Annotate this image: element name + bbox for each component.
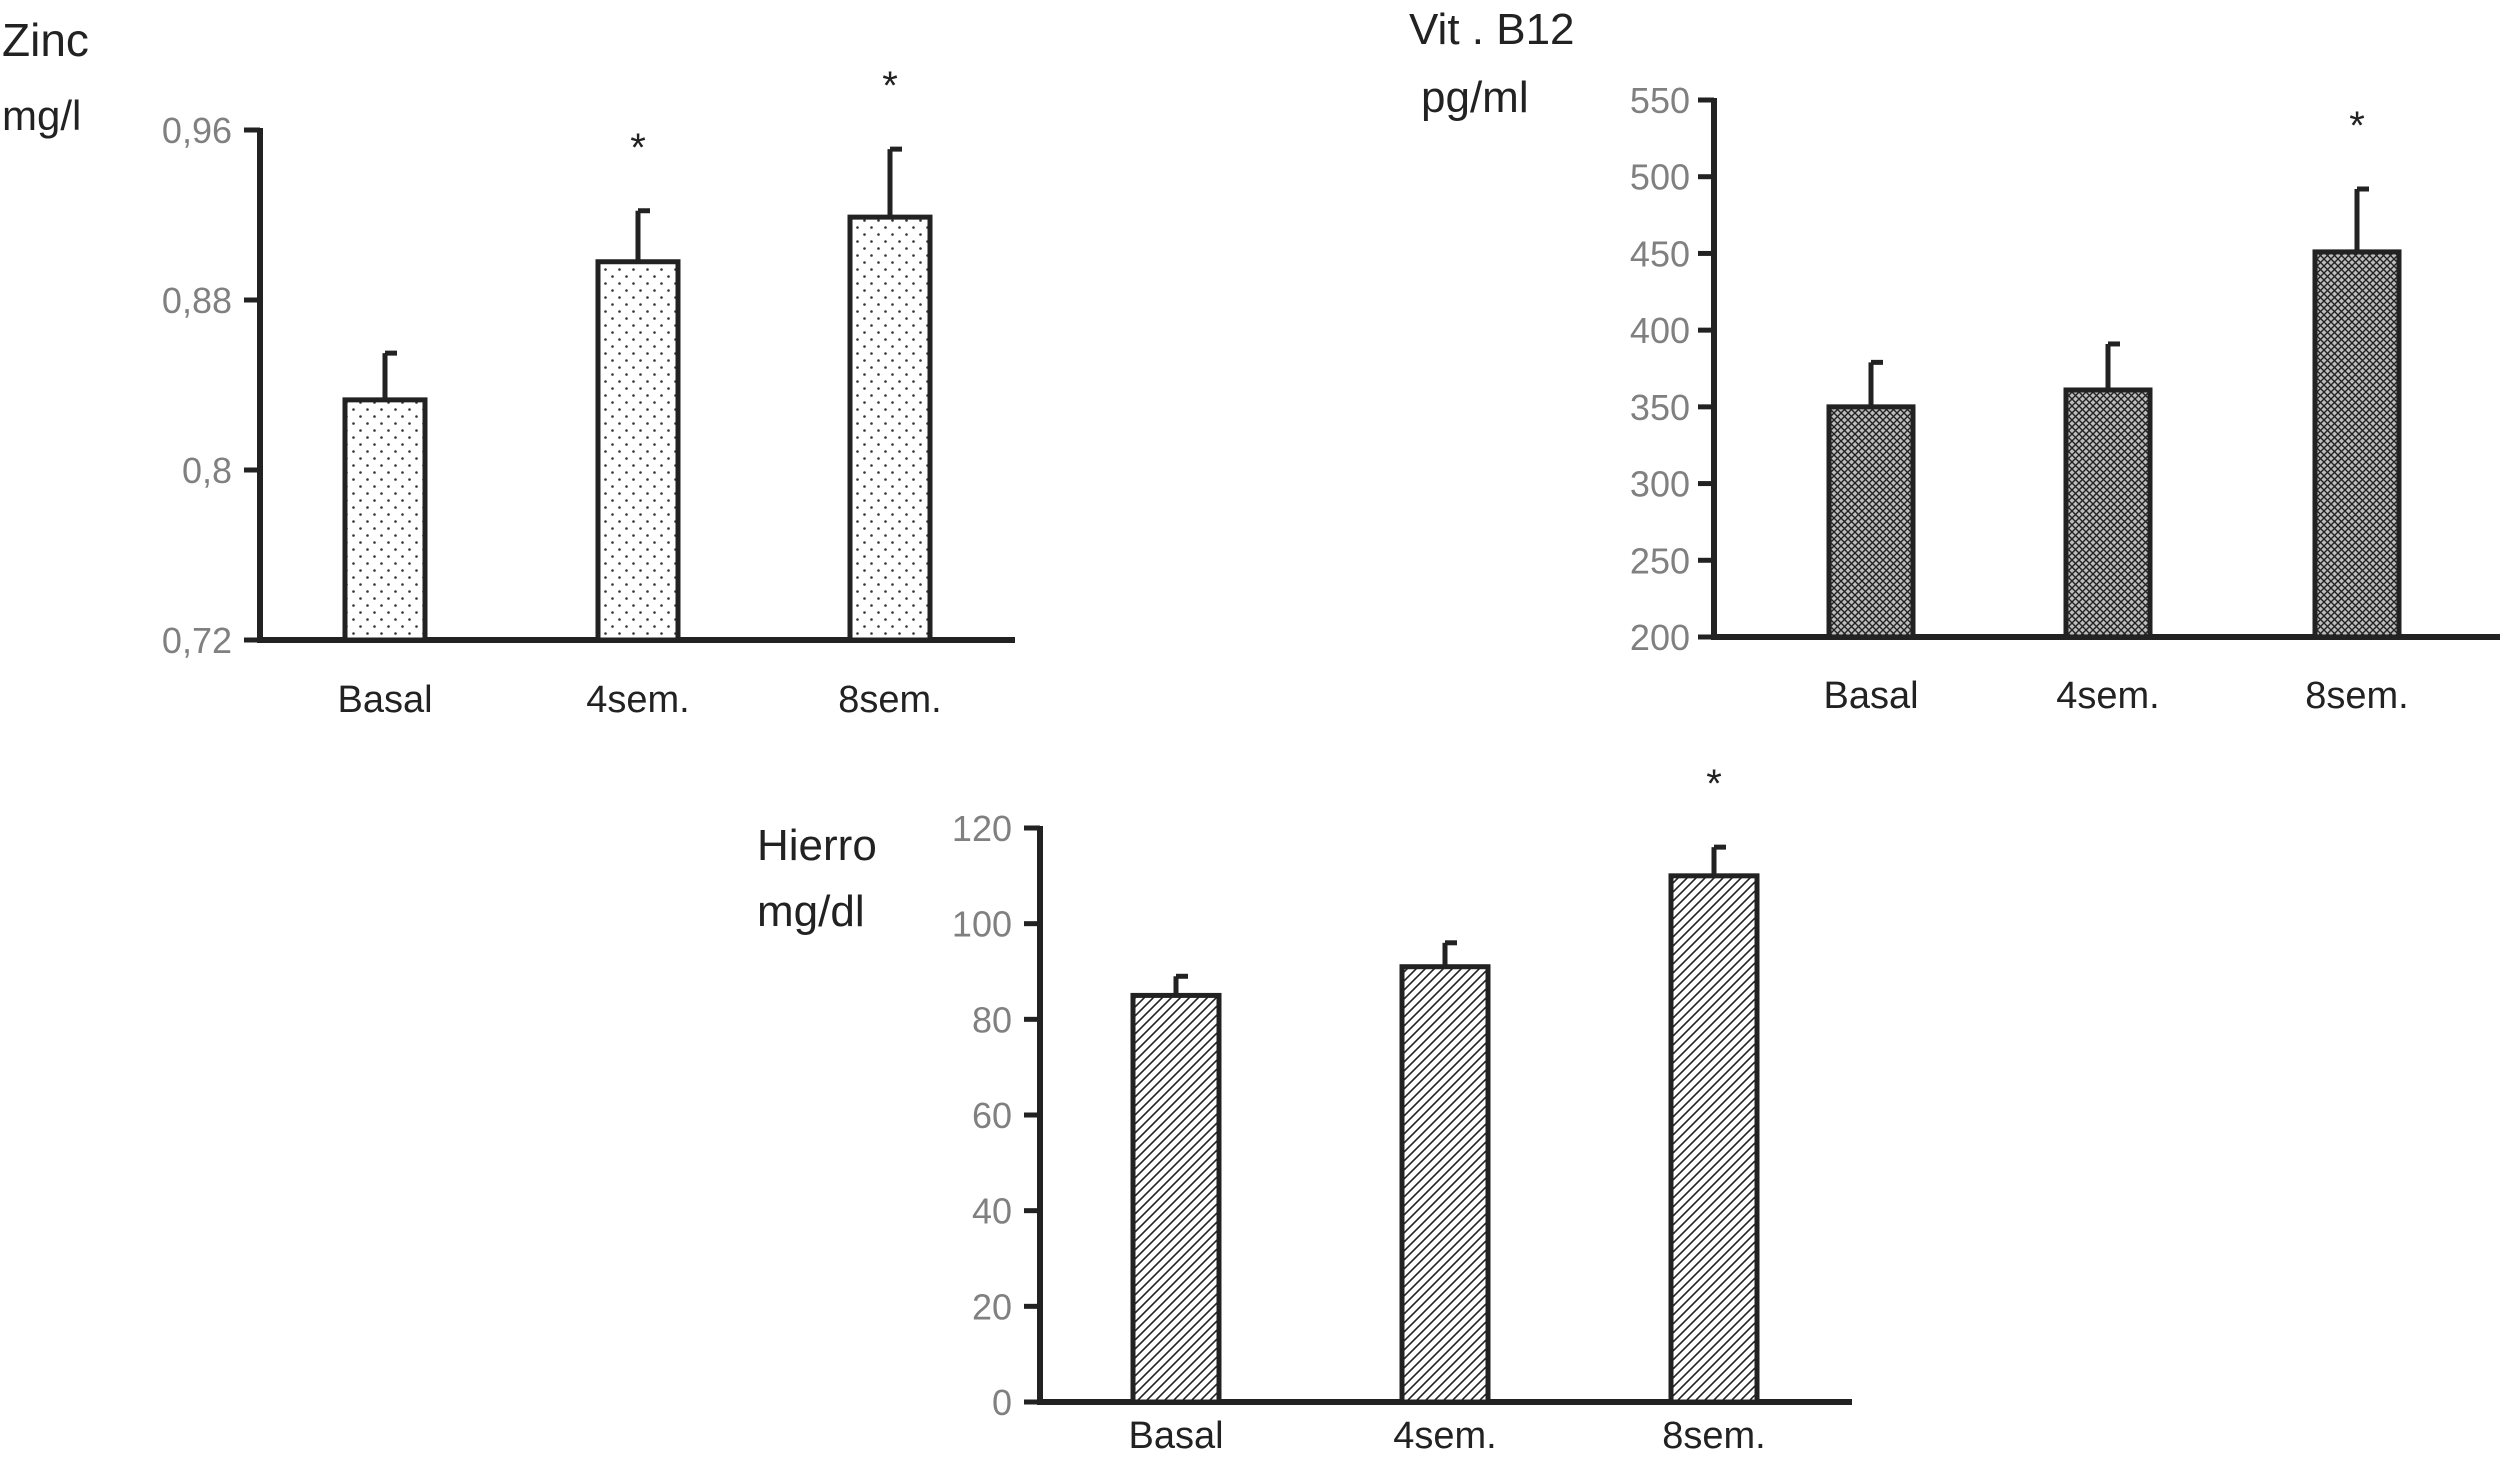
hierro-ytick-label: 0 — [992, 1382, 1012, 1423]
hierro-chart: Hierro mg/dl 0 20 40 60 80 100 120 Basal 4sem. 8s… — [757, 762, 1852, 1457]
vitb12-ylabel: Vit . B12 — [1409, 5, 1575, 54]
zinc-category-label: Basal — [337, 679, 432, 721]
vitb12-ytick-label: 450 — [1630, 233, 1690, 274]
hierro-ytick-label: 20 — [972, 1286, 1012, 1327]
vitb12-bar — [2312, 249, 2402, 640]
vitb12-bar — [2063, 387, 2153, 640]
zinc-category-label: 8sem. — [838, 679, 941, 721]
hierro-category-label: 8sem. — [1662, 1415, 1765, 1457]
zinc-bar — [595, 259, 681, 643]
zinc-ytick-label: 0,72 — [162, 620, 232, 661]
hierro-ytick-label: 80 — [972, 999, 1012, 1040]
zinc-significance-mark: * — [630, 126, 646, 170]
hierro-bar — [1130, 992, 1222, 1405]
zinc-ytick-label: 0,96 — [162, 110, 232, 151]
hierro-bar — [1399, 964, 1491, 1405]
hierro-ytick-label: 60 — [972, 1095, 1012, 1136]
zinc-yunit: mg/l — [2, 92, 81, 139]
hierro-ytick-label: 120 — [952, 808, 1012, 849]
vitb12-chart: Vit . B12 pg/ml 200 250 300 350 400 450 500 550… — [1409, 5, 2500, 717]
zinc-chart: Zinc mg/l 0,72 0,8 0,88 0,96 Basal 4sem. * 8sem… — [2, 14, 1015, 721]
zinc-ytick-label: 0,88 — [162, 280, 232, 321]
vitb12-ytick-label: 400 — [1630, 310, 1690, 351]
zinc-category-label: 4sem. — [586, 679, 689, 721]
zinc-ylabel: Zinc — [2, 14, 89, 66]
vitb12-ytick-label: 550 — [1630, 80, 1690, 121]
hierro-category-label: Basal — [1128, 1415, 1223, 1457]
vitb12-ytick-label: 350 — [1630, 387, 1690, 428]
hierro-significance-mark: * — [1706, 762, 1722, 806]
vitb12-ytick-label: 300 — [1630, 464, 1690, 505]
zinc-bar — [342, 397, 428, 643]
hierro-yunit: mg/dl — [757, 887, 865, 936]
vitb12-ytick-label: 250 — [1630, 540, 1690, 581]
zinc-bar — [847, 214, 933, 643]
zinc-significance-mark: * — [882, 64, 898, 108]
hierro-bar — [1668, 873, 1760, 1405]
vitb12-category-label: 4sem. — [2056, 675, 2159, 717]
hierro-ytick-label: 40 — [972, 1191, 1012, 1232]
vitb12-yunit: pg/ml — [1421, 73, 1529, 122]
hierro-ylabel: Hierro — [757, 821, 877, 870]
vitb12-ytick-label: 200 — [1630, 617, 1690, 658]
vitb12-bar — [1826, 404, 1916, 640]
hierro-ytick-label: 100 — [952, 904, 1012, 945]
vitb12-category-label: 8sem. — [2305, 675, 2408, 717]
vitb12-category-label: Basal — [1823, 675, 1918, 717]
vitb12-ytick-label: 500 — [1630, 157, 1690, 198]
hierro-category-label: 4sem. — [1393, 1415, 1496, 1457]
vitb12-significance-mark: * — [2349, 104, 2365, 148]
zinc-ytick-label: 0,8 — [182, 450, 232, 491]
